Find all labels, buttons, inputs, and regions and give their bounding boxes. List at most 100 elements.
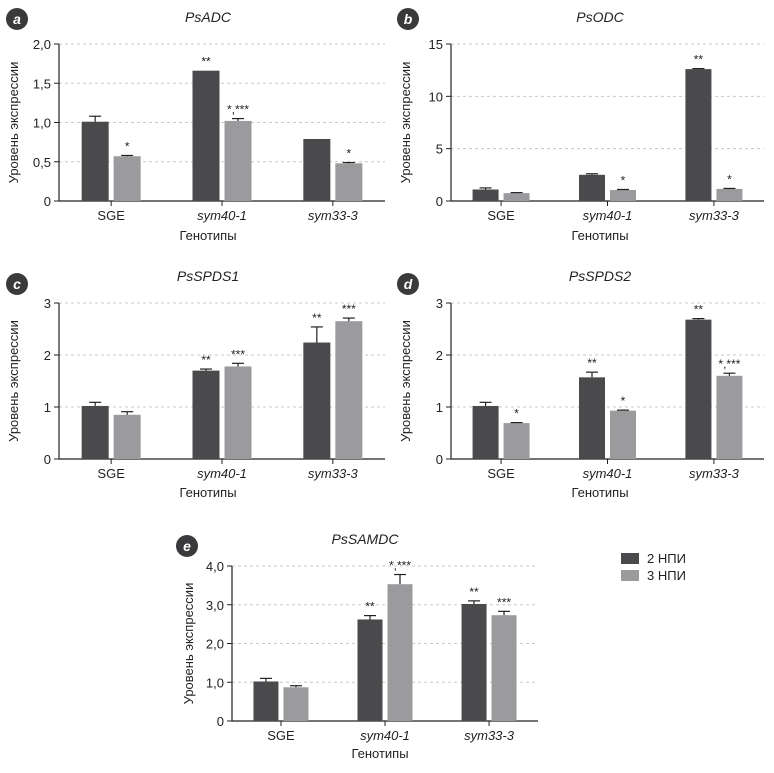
y-tick-label: 0 xyxy=(217,714,224,729)
panel-badge xyxy=(6,273,28,295)
bar-SGE-series2 xyxy=(503,193,530,201)
chart-panel-a: 0 0,5 1,0 1,5 2,0 * SGE ** *,*** sym40-1 * sym33-3 P… xyxy=(6,8,385,243)
y-axis-label: Уровень экспрессии xyxy=(398,320,413,442)
y-tick-label: 3 xyxy=(436,296,443,311)
bar-sym40-1-series2 xyxy=(224,120,252,201)
x-tick-label: sym33-3 xyxy=(464,728,515,743)
x-tick-label: sym33-3 xyxy=(689,208,740,223)
significance-label: *** xyxy=(231,347,245,361)
significance-label: *** xyxy=(497,595,511,609)
x-tick-label: sym33-3 xyxy=(308,466,359,481)
y-tick-label: 0 xyxy=(436,452,443,467)
panel-letter: e xyxy=(183,538,191,554)
x-tick-label: SGE xyxy=(487,466,515,481)
bar-SGE-series1 xyxy=(253,681,279,721)
x-axis-label: Генотипы xyxy=(179,228,236,243)
chart-title: PsADC xyxy=(185,9,232,25)
significance-label: * xyxy=(125,139,130,153)
bar-sym40-1-series2 xyxy=(610,410,636,459)
bar-sym40-1-series2 xyxy=(224,366,252,459)
bar-SGE-series2 xyxy=(503,423,530,459)
bar-sym33-3-series2 xyxy=(716,375,743,459)
bar-SGE-series1 xyxy=(81,405,109,459)
y-tick-label: 1,0 xyxy=(206,675,224,690)
bar-SGE-series2 xyxy=(283,687,309,721)
y-axis-label: Уровень экспрессии xyxy=(6,320,21,442)
y-tick-label: 1 xyxy=(436,400,443,415)
significance-label: ** xyxy=(312,311,322,325)
panel-letter: c xyxy=(13,276,21,292)
y-tick-label: 5 xyxy=(436,142,443,157)
x-tick-label: sym33-3 xyxy=(308,208,359,223)
bar-sym40-1-series1 xyxy=(579,174,605,201)
bar-sym40-1-series1 xyxy=(579,377,605,459)
bar-SGE-series1 xyxy=(81,121,109,201)
bar-sym33-3-series1 xyxy=(303,342,331,459)
significance-label: * xyxy=(621,394,626,408)
x-axis-label: Генотипы xyxy=(571,228,628,243)
bar-sym33-3-series1 xyxy=(461,603,487,721)
y-tick-label: 0 xyxy=(44,452,51,467)
panel-badge xyxy=(176,535,198,557)
x-axis-label: Генотипы xyxy=(351,746,408,761)
bar-sym40-1-series1 xyxy=(192,370,220,459)
y-tick-label: 4,0 xyxy=(206,559,224,574)
y-tick-label: 3 xyxy=(44,296,51,311)
y-axis-label: Уровень экспрессии xyxy=(181,583,196,705)
significance-label: ** xyxy=(201,55,211,69)
significance-label: *,*** xyxy=(718,357,740,371)
significance-label: ** xyxy=(201,353,211,367)
panel-letter: d xyxy=(404,276,413,292)
significance-label: * xyxy=(347,147,352,161)
significance-label: ** xyxy=(694,303,704,317)
significance-label: * xyxy=(621,173,626,187)
chart-panel-d: 0123*SGE***sym40-1***,***sym33-3PsSPDS2d… xyxy=(397,268,764,500)
significance-label: *,*** xyxy=(227,103,249,117)
bar-sym40-1-series2 xyxy=(610,190,636,201)
panel-letter: b xyxy=(404,11,413,27)
legend-swatch-1 xyxy=(621,553,639,564)
bar-sym40-1-series2 xyxy=(387,584,413,721)
chart-panel-b: 051015SGE*sym40-1***sym33-3PsODCbГенотип… xyxy=(397,8,764,243)
panel-badge xyxy=(397,8,419,30)
bar-sym40-1-series1 xyxy=(357,619,383,721)
y-tick-label: 1 xyxy=(44,400,51,415)
y-tick-label: 2,0 xyxy=(33,37,51,52)
significance-label: ** xyxy=(469,585,479,599)
bar-SGE-series2 xyxy=(113,156,141,201)
y-tick-label: 0,5 xyxy=(33,155,51,170)
chart-title: PsSPDS1 xyxy=(177,268,239,284)
significance-label: *** xyxy=(342,302,356,316)
x-tick-label: sym40-1 xyxy=(583,466,633,481)
chart-title: PsODC xyxy=(576,9,624,25)
y-tick-label: 1,0 xyxy=(33,116,51,131)
y-tick-label: 2 xyxy=(436,348,443,363)
bar-sym33-3-series2 xyxy=(335,321,363,459)
bar-sym40-1-series1 xyxy=(192,70,220,201)
x-tick-label: SGE xyxy=(487,208,515,223)
y-tick-label: 2 xyxy=(44,348,51,363)
significance-label: *,*** xyxy=(389,559,411,573)
significance-label: * xyxy=(514,407,519,421)
x-tick-label: SGE xyxy=(97,466,125,481)
bar-sym33-3-series1 xyxy=(303,138,331,201)
bar-sym33-3-series2 xyxy=(491,615,517,721)
legend-label-1: 2 НПИ xyxy=(647,551,686,566)
bar-sym33-3-series2 xyxy=(335,163,363,201)
panel-badge xyxy=(397,273,419,295)
x-tick-label: sym40-1 xyxy=(360,728,410,743)
bar-SGE-series2 xyxy=(113,414,141,459)
legend: 2 НПИ 3 НПИ xyxy=(621,551,686,583)
bar-sym33-3-series2 xyxy=(716,188,743,201)
chart-title: PsSAMDC xyxy=(332,531,400,547)
x-tick-label: SGE xyxy=(267,728,295,743)
x-tick-label: sym33-3 xyxy=(689,466,740,481)
significance-label: ** xyxy=(694,53,704,67)
y-tick-label: 1,5 xyxy=(33,76,51,91)
y-tick-label: 0 xyxy=(44,194,51,209)
y-tick-label: 2,0 xyxy=(206,637,224,652)
y-axis-label: Уровень экспрессии xyxy=(398,62,413,184)
x-axis-label: Генотипы xyxy=(571,485,628,500)
